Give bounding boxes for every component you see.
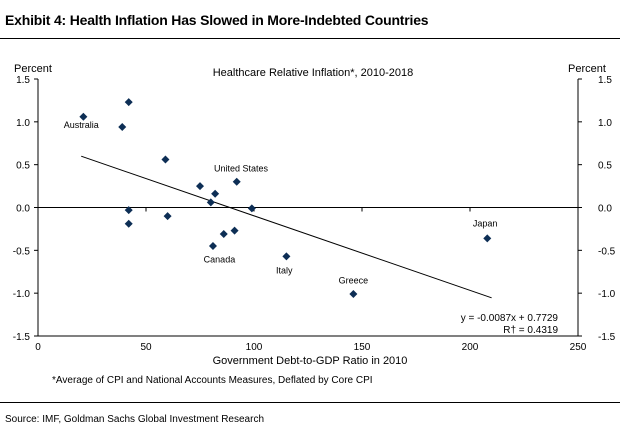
chart-title: Healthcare Relative Inflation*, 2010-201… [213,67,414,79]
y-tick-label-right: -1.5 [598,332,616,343]
x-tick-label: 250 [570,342,587,353]
data-point [124,206,133,215]
y-tick-label-right: -0.5 [598,246,616,257]
data-point [118,122,127,131]
data-point [124,219,133,228]
data-point [282,252,291,261]
data-point [483,234,492,243]
x-tick-label: 100 [246,342,263,353]
y-tick-label-left: -1.0 [13,289,31,300]
data-point [79,112,88,121]
data-points [79,98,492,299]
x-axis-label: Government Debt-to-GDP Ratio in 2010 [213,355,408,367]
y-tick-label-left: 0.0 [16,204,30,215]
source-rule [0,402,620,403]
country-label: Greece [339,276,369,286]
exhibit-title: Exhibit 4: Health Inflation Has Slowed i… [5,12,429,28]
y-tick-label-right: -1.0 [598,289,616,300]
country-label: Australia [64,120,99,130]
scatter-chart: 1.5 1.5 1.0 1.0 0.5 0.5 0.0 0.0 -0.5 -0.5 -1.0 -1.0… [13,63,616,367]
x-tick-label: 0 [35,342,41,353]
data-point [247,204,256,213]
data-point [161,155,170,164]
y-tick-label-left: -1.5 [13,332,31,343]
data-point [349,290,358,299]
y-tick-label-left: 1.0 [16,118,30,129]
trendline [81,155,492,299]
data-point [206,198,215,207]
y-axis-label-right: Percent [568,63,606,75]
x-tick-label: 50 [140,342,152,353]
data-point [211,189,220,198]
source-note: Source: IMF, Goldman Sachs Global Invest… [5,414,265,425]
data-point [219,230,228,239]
data-point [208,242,217,251]
footnote: *Average of CPI and National Accounts Me… [52,375,373,386]
data-point [196,182,204,191]
data-point [124,98,133,107]
y-tick-label-right: 0.0 [598,204,612,215]
x-tick-label: 150 [354,342,371,353]
data-point [230,226,239,235]
trendline-group [81,155,492,299]
data-point [232,177,241,186]
x-tick-label: 200 [462,342,479,353]
country-label: Italy [276,265,293,275]
trendline-r2: R† = 0.4319 [503,325,558,336]
chart-axes: 1.5 1.5 1.0 1.0 0.5 0.5 0.0 0.0 -0.5 -0.5 -1.0 -1.0… [13,75,616,353]
title-rule [0,38,620,39]
y-axis-label-left: Percent [14,63,52,75]
country-label: United States [214,164,269,174]
y-tick-label-right: 1.0 [598,118,612,129]
y-tick-label-left: 0.5 [16,161,30,172]
point-labels: Australia United States Canada Italy Greece J… [64,120,498,286]
data-point [163,212,172,221]
y-tick-label-left: -0.5 [13,246,31,257]
y-tick-label-right: 1.5 [598,75,612,86]
trendline-equation: y = -0.0087x + 0.7729 [461,313,559,324]
y-tick-label-left: 1.5 [16,75,30,86]
country-label: Canada [204,254,236,264]
y-tick-label-right: 0.5 [598,161,612,172]
country-label: Japan [473,218,498,228]
